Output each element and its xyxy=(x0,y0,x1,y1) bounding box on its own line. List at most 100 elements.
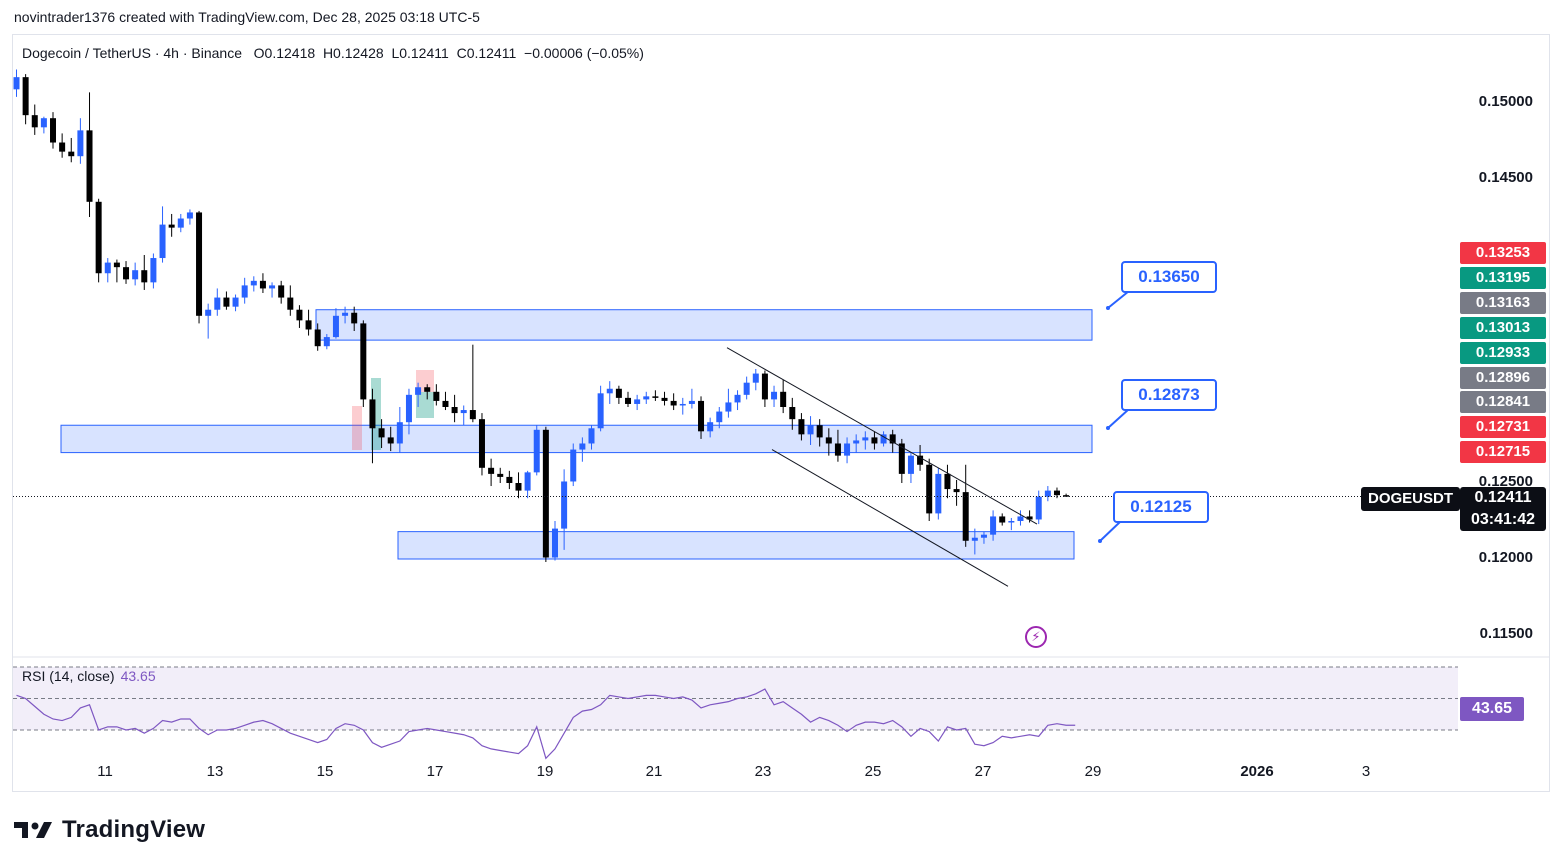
candle-body xyxy=(898,443,905,474)
date-tick-label: 21 xyxy=(645,763,663,780)
price-callout[interactable]: 0.13650 xyxy=(1121,261,1217,293)
price-tick-label: 0.12500 xyxy=(1478,473,1533,490)
candle xyxy=(31,104,38,135)
candle-body xyxy=(853,440,860,444)
candle xyxy=(734,390,741,411)
candle xyxy=(424,384,431,400)
candle-body xyxy=(652,396,659,398)
ohlc-high: H0.12428 xyxy=(322,45,384,61)
date-tick-label: 3 xyxy=(1361,763,1371,780)
candle-body xyxy=(296,309,303,321)
candle-body xyxy=(771,391,778,400)
candle-body xyxy=(634,399,641,404)
candle xyxy=(387,426,394,452)
candle-body xyxy=(542,429,549,558)
candle xyxy=(1026,510,1033,523)
callout-pointer xyxy=(1099,520,1122,542)
candle xyxy=(606,381,613,404)
candle xyxy=(132,262,139,286)
candle-body xyxy=(59,142,66,152)
ohlc-change: −0.00006 (−0.05%) xyxy=(524,45,644,61)
candle-body xyxy=(816,425,823,438)
position-box xyxy=(416,392,434,418)
candle-body xyxy=(405,394,412,423)
date-tick-label: 19 xyxy=(536,763,554,780)
candle xyxy=(990,510,997,541)
candle xyxy=(104,258,111,283)
price-callout[interactable]: 0.12125 xyxy=(1113,491,1209,523)
candle xyxy=(332,308,339,339)
candle xyxy=(907,452,914,483)
tradingview-logo-text: TradingView xyxy=(62,816,206,843)
candle-body xyxy=(1017,516,1024,521)
candle xyxy=(68,137,75,163)
price-callout[interactable]: 0.12873 xyxy=(1121,379,1217,411)
candle xyxy=(113,259,120,283)
rsi-line xyxy=(16,688,1076,760)
candle-body xyxy=(688,400,695,404)
candle xyxy=(378,419,385,449)
candle xyxy=(634,394,641,411)
candle-body xyxy=(451,407,458,414)
candle-body xyxy=(935,473,942,514)
candle-body xyxy=(369,399,376,429)
candle-body xyxy=(679,403,686,406)
flash-icon[interactable]: ⚡ xyxy=(1025,626,1047,648)
candle xyxy=(205,303,212,339)
position-box xyxy=(416,370,434,392)
price-tick-label: 0.11500 xyxy=(1479,625,1533,642)
candle-body xyxy=(214,297,221,310)
date-tick-label: 11 xyxy=(97,763,113,780)
candle-body xyxy=(551,528,558,558)
ohlc-low: L0.12411 xyxy=(391,45,449,61)
candle xyxy=(287,285,294,316)
candle-body xyxy=(798,419,805,435)
candle xyxy=(77,118,84,164)
tradingview-logo-icon xyxy=(14,822,52,838)
candle-body xyxy=(104,262,111,274)
candle-body xyxy=(305,320,312,330)
candle xyxy=(752,369,759,391)
support-resistance-zone xyxy=(315,309,1093,341)
candle-body xyxy=(625,397,632,404)
candle xyxy=(780,379,787,414)
candle xyxy=(579,437,586,462)
candle xyxy=(159,206,166,263)
symbol-header[interactable]: Dogecoin / TetherUS · 4h · Binance O0.12… xyxy=(22,45,644,61)
candle xyxy=(123,261,130,284)
chart-caption: novintrader1376 created with TradingView… xyxy=(14,9,480,25)
candle xyxy=(59,133,66,158)
symbol-name[interactable]: Dogecoin / TetherUS · 4h · Binance xyxy=(22,45,242,61)
candle-body xyxy=(643,396,650,400)
lines-layer xyxy=(13,290,1458,587)
rsi-layer xyxy=(13,656,1549,760)
candle xyxy=(524,470,531,499)
candle-body xyxy=(250,280,257,286)
callout-pointer-dot xyxy=(1106,426,1110,430)
tradingview-logo[interactable]: TradingView xyxy=(14,816,205,844)
candle-body xyxy=(132,270,139,280)
price-alert-tag: 0.12841 xyxy=(1460,391,1546,414)
candle xyxy=(497,467,504,483)
candle xyxy=(177,213,184,233)
price-alert-tag: 0.12731 xyxy=(1460,416,1546,439)
candle xyxy=(898,438,905,483)
position-box xyxy=(352,406,362,450)
candle-body xyxy=(351,312,358,324)
candle-body xyxy=(907,455,914,474)
candle xyxy=(971,528,978,555)
position-box xyxy=(371,378,381,450)
candle-body xyxy=(442,400,449,407)
candle-body xyxy=(396,422,403,444)
candle xyxy=(314,323,321,351)
candle-body xyxy=(1063,495,1070,497)
candle xyxy=(451,394,458,423)
price-tick-label: 0.14500 xyxy=(1478,169,1533,186)
candle xyxy=(323,334,330,350)
candle xyxy=(625,391,632,407)
candle-body xyxy=(460,410,467,414)
candle-body xyxy=(725,402,732,412)
rsi-indicator-label[interactable]: RSI (14, close) 43.65 xyxy=(22,668,156,684)
candle xyxy=(460,405,467,426)
